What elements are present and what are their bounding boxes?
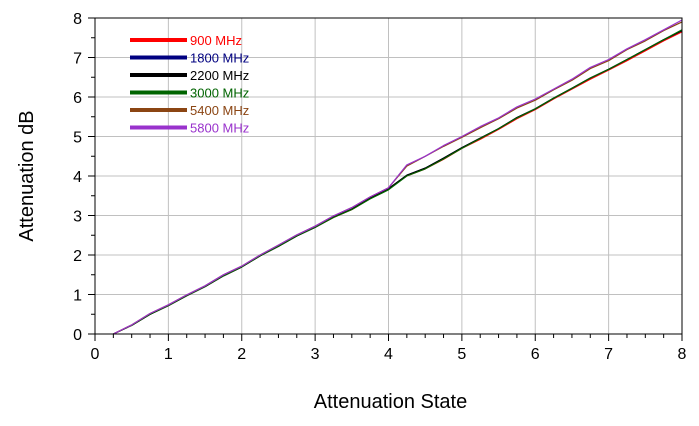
series-layer <box>113 19 683 335</box>
x-tick-label: 2 <box>237 346 246 363</box>
y-tick-label: 2 <box>73 248 82 265</box>
tick-layer: 0 1 2 3 4 5 6 7 8 0 1 2 3 4 5 6 7 8 <box>73 11 686 363</box>
x-tick-label: 4 <box>384 346 393 363</box>
y-tick-label: 6 <box>73 90 82 107</box>
legend-label-5800-mhz: 5800 MHz <box>190 121 249 136</box>
x-tick-label: 3 <box>311 346 320 363</box>
x-tick-label: 0 <box>91 346 100 363</box>
y-tick-label: 8 <box>73 11 82 28</box>
x-axis-title: Attenuation State <box>314 391 467 413</box>
series-line-5800-mhz <box>113 19 683 335</box>
legend-label-5400-mhz: 5400 MHz <box>190 103 249 118</box>
y-tick-label: 3 <box>73 209 82 226</box>
x-tick-label: 6 <box>531 346 540 363</box>
legend: 900 MHz 1800 MHz 2200 MHz 3000 MHz 5400 MHz 5… <box>130 33 249 136</box>
x-tick-label: 8 <box>678 346 687 363</box>
x-tick-label: 5 <box>457 346 466 363</box>
legend-label-1800-mhz: 1800 MHz <box>190 51 249 66</box>
y-axis-title: Attenuation dB <box>16 110 38 241</box>
legend-label-900-mhz: 900 MHz <box>190 33 242 48</box>
legend-label-3000-mhz: 3000 MHz <box>190 86 249 101</box>
series-line-3000-mhz <box>113 29 683 335</box>
y-tick-label: 4 <box>73 169 82 186</box>
legend-label-2200-mhz: 2200 MHz <box>190 68 249 83</box>
x-tick-label: 1 <box>164 346 173 363</box>
y-tick-label: 7 <box>73 51 82 68</box>
x-tick-label: 7 <box>604 346 613 363</box>
y-tick-label: 5 <box>73 130 82 147</box>
y-tick-label: 0 <box>73 327 82 344</box>
grid-layer <box>95 18 682 334</box>
y-tick-label: 1 <box>73 288 82 305</box>
